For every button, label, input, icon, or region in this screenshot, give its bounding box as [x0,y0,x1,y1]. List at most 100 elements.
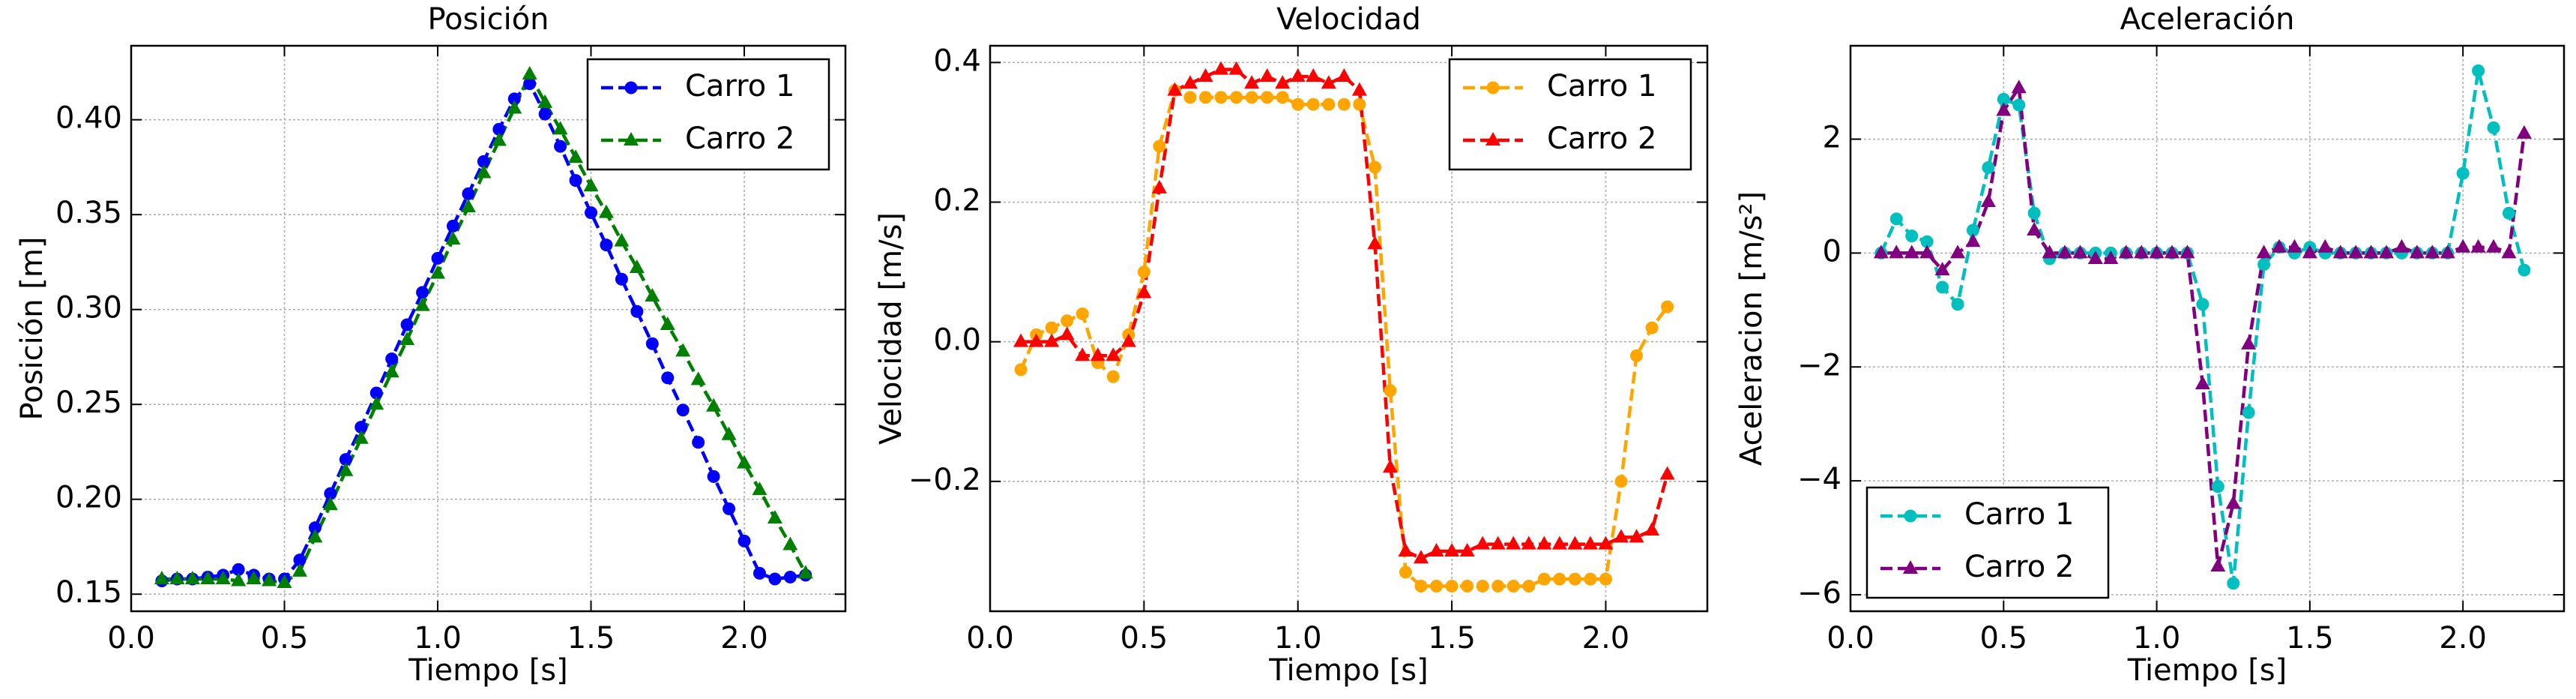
marker [1659,466,1675,480]
marker [2348,244,2364,259]
marker [1873,244,1889,259]
marker [797,565,813,579]
marker [782,536,798,550]
marker [1245,91,1258,104]
marker [1290,68,1306,82]
marker [446,219,459,232]
marker [1475,536,1491,550]
marker [692,436,705,449]
marker [1321,75,1336,89]
marker [1536,536,1552,550]
marker [430,265,446,279]
x-tick-label: 0.5 [1120,621,1168,656]
y-tick-label: 0.30 [55,291,122,326]
marker [2057,244,2073,259]
marker [2011,80,2027,94]
marker [1980,194,1996,208]
marker [706,398,722,412]
marker [537,94,553,108]
marker [661,371,675,385]
marker [1061,314,1074,328]
marker [2196,298,2209,311]
marker [184,570,200,584]
legend-marker [1904,509,1917,523]
marker [1199,91,1213,104]
marker [1568,572,1581,586]
marker [431,251,444,265]
marker [507,92,521,106]
marker [1137,266,1150,279]
marker [2072,244,2088,259]
marker [1934,262,1950,276]
marker [1322,98,1336,111]
y-tick-label: 0.20 [55,481,122,515]
marker [2180,244,2195,259]
marker [690,371,706,386]
marker [324,487,337,500]
marker [660,316,675,330]
marker [1444,542,1460,556]
marker [414,297,430,311]
marker [1399,566,1412,579]
y-axis-label: Aceleracion [m/s²] [1734,191,1769,466]
y-tick-label: 0.4 [933,44,981,78]
x-tick-label: 1.5 [1428,621,1476,656]
marker [737,534,751,548]
marker [723,502,736,515]
marker [1136,284,1152,298]
marker [1367,236,1383,250]
marker [1153,140,1166,153]
marker [1414,550,1429,564]
legend-label: Carro 2 [685,122,794,156]
marker [1553,572,1566,586]
legend-box [1865,486,2110,599]
x-tick-label: 1.0 [2133,621,2181,656]
marker [1567,536,1583,550]
marker [1551,536,1567,550]
marker [1044,333,1060,347]
marker [1904,244,1919,259]
marker [1889,212,1903,226]
marker [2287,238,2302,253]
marker [1661,300,1674,314]
marker [629,260,645,274]
marker [2425,244,2440,259]
x-tick-label: 2.0 [1582,621,1630,656]
marker [1506,579,1520,592]
marker [1966,224,1979,237]
marker [1306,98,1320,111]
marker [2455,238,2471,253]
marker [630,304,644,318]
plot-frame [1849,44,2566,613]
marker [1013,333,1029,347]
marker [554,140,567,153]
marker [538,107,552,121]
marker [232,562,245,576]
legend-box [1448,58,1692,171]
x-tick-label: 2.0 [720,621,768,656]
marker [2225,495,2241,509]
marker [1644,522,1660,536]
subplot: 0.0 0.5 1.0 1.5 2.0 −0.2 0.0 0.2 0.4 Velocidad Tie… [874,2,1709,688]
marker [1228,61,1244,75]
chart-title: Posición [427,2,549,37]
marker [2317,238,2333,253]
legend-label: Carro 1 [1547,69,1656,104]
marker [1244,75,1260,89]
marker [598,204,614,218]
marker [1337,98,1351,111]
marker [583,178,599,192]
marker [492,122,506,136]
y-tick-label: 0.15 [55,575,122,610]
marker [1491,579,1505,592]
marker [231,572,247,586]
marker [1213,61,1229,75]
marker [355,421,368,434]
x-tick-label: 0.5 [1979,621,2027,656]
marker [1182,75,1198,89]
legend: Carro 1 Carro 2 [1865,486,2110,599]
marker [2379,244,2395,259]
marker [507,100,522,114]
marker [1167,82,1183,96]
marker [477,154,490,168]
